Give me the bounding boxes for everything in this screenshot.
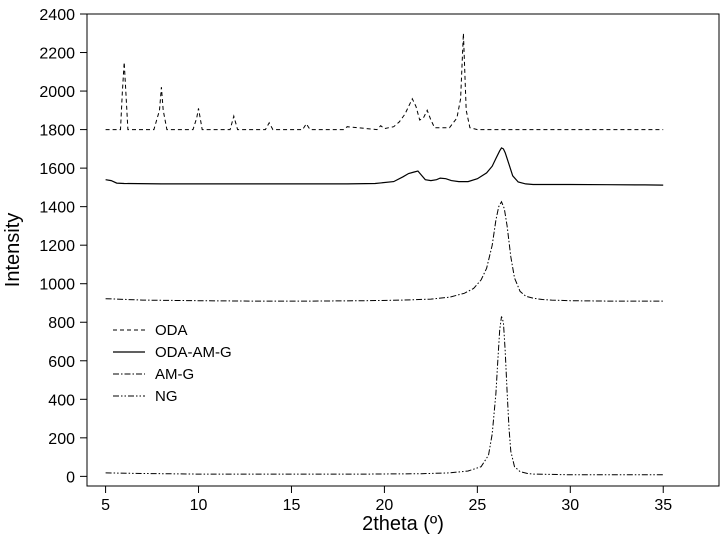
x-tick-label: 15	[283, 497, 301, 514]
series-line-oda	[105, 33, 664, 131]
x-tick-label: 30	[561, 497, 579, 514]
y-tick-label: 1400	[39, 200, 75, 217]
y-tick-label: 600	[48, 354, 75, 371]
x-tick-label: 5	[101, 497, 110, 514]
y-tick-label: 400	[48, 392, 75, 409]
series-line-ng	[105, 316, 664, 476]
x-tick-label: 20	[376, 497, 394, 514]
x-tick-label: 25	[468, 497, 486, 514]
x-axis-ticks: 5 10 15 20 25 30 35	[101, 486, 672, 514]
plot-area-frame	[86, 13, 720, 487]
y-tick-label: 0	[66, 469, 75, 486]
legend: ODA ODA-AM-G AM-G NG	[113, 322, 232, 405]
x-axis-title: 2theta (º)	[362, 513, 444, 535]
y-tick-label: 800	[48, 315, 75, 332]
y-tick-label: 1600	[39, 161, 75, 178]
series-line-oda-am-g	[105, 147, 664, 186]
y-axis-ticks: 0 200 400 600 800 1000 1200 1400 1600 1800 2000 220…	[39, 7, 87, 486]
y-tick-label: 1200	[39, 238, 75, 255]
x-tick-label: 10	[190, 497, 208, 514]
legend-label-ng: NG	[155, 388, 178, 405]
y-tick-label: 1800	[39, 123, 75, 140]
series-line-am-g	[105, 200, 664, 302]
y-tick-label: 2200	[39, 46, 75, 63]
y-tick-label: 2400	[39, 7, 75, 24]
legend-label-am-g: AM-G	[155, 366, 194, 383]
legend-label-oda-am-g: ODA-AM-G	[155, 344, 232, 361]
y-axis-title: Intensity	[2, 213, 24, 287]
y-tick-label: 1000	[39, 277, 75, 294]
series-layer	[105, 33, 664, 476]
y-tick-label: 200	[48, 431, 75, 448]
y-tick-label: 2000	[39, 84, 75, 101]
legend-label-oda: ODA	[155, 322, 188, 339]
x-tick-label: 35	[654, 497, 672, 514]
